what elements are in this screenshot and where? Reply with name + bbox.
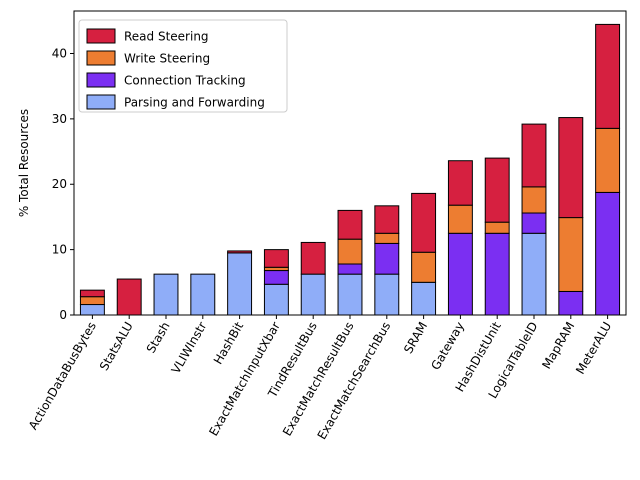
legend: Read Steering Write Steering Connection Tr… xyxy=(78,19,288,113)
bar-HashBit-read-steering xyxy=(227,250,253,254)
x-tick-label-StatsALU: StatsALU xyxy=(97,320,136,374)
bar-MapRAM-read-steering xyxy=(558,117,584,219)
bar-ExactMatchSearchBus-read-steering xyxy=(374,205,400,234)
bar-LogicalTableID-connection-tracking xyxy=(521,212,547,234)
legend-entry-parsing-and-forwarding: Parsing and Forwarding xyxy=(124,96,265,110)
bar-MapRAM-write-steering xyxy=(558,217,584,292)
bar-TindResultBus-parsing-and-forwarding xyxy=(300,273,326,316)
bar-ExactMatchInputXbar-read-steering xyxy=(263,249,289,268)
bar-Gateway-write-steering xyxy=(447,204,473,234)
x-tick-label-ActionDataBusBytes: ActionDataBusBytes xyxy=(26,320,99,433)
x-tick-label-ExactMatchInputXbar: ExactMatchInputXbar xyxy=(206,319,283,438)
bar-TindResultBus-read-steering xyxy=(300,241,326,275)
bar-LogicalTableID-write-steering xyxy=(521,186,547,214)
bar-ExactMatchResultBus-parsing-and-forwarding xyxy=(337,273,363,316)
bar-Gateway-connection-tracking xyxy=(447,232,473,316)
bar-Gateway-read-steering xyxy=(447,160,473,206)
y-axis-label: % Total Resources xyxy=(17,109,31,217)
x-tick-label-ExactMatchResultBus: ExactMatchResultBus xyxy=(280,320,357,439)
bar-MapRAM-connection-tracking xyxy=(558,290,584,316)
legend-entry-read-steering: Read Steering xyxy=(124,30,209,44)
x-tick-label-SRAM: SRAM xyxy=(401,320,430,356)
legend-entry-connection-tracking: Connection Tracking xyxy=(124,74,246,88)
legend-entry-write-steering: Write Steering xyxy=(124,52,210,66)
plot-area xyxy=(73,10,627,316)
y-tick-label: 0 xyxy=(59,308,67,322)
bar-Stash-parsing-and-forwarding xyxy=(153,273,179,316)
legend-swatch-connection-tracking xyxy=(86,72,116,88)
x-tick-label-HashBit: HashBit xyxy=(211,319,247,367)
bar-LogicalTableID-parsing-and-forwarding xyxy=(521,232,547,316)
bar-ExactMatchResultBus-write-steering xyxy=(337,238,363,265)
bar-ExactMatchInputXbar-connection-tracking xyxy=(263,270,289,285)
y-tick-label: 20 xyxy=(52,177,67,191)
legend-swatch-parsing-and-forwarding xyxy=(86,94,116,110)
bar-ExactMatchInputXbar-parsing-and-forwarding xyxy=(263,283,289,316)
x-tick-label-MapRAM: MapRAM xyxy=(539,320,577,372)
bar-StatsALU-read-steering xyxy=(116,278,142,316)
bar-ExactMatchResultBus-connection-tracking xyxy=(337,263,363,275)
bar-SRAM-parsing-and-forwarding xyxy=(411,281,437,316)
bar-SRAM-write-steering xyxy=(411,251,437,283)
bar-ExactMatchSearchBus-write-steering xyxy=(374,232,400,244)
bar-VLIWInstr-parsing-and-forwarding xyxy=(190,273,216,316)
x-tick-label-VLIWInstr: VLIWInstr xyxy=(169,319,210,376)
bar-ExactMatchSearchBus-connection-tracking xyxy=(374,242,400,275)
bar-HashDistUnit-write-steering xyxy=(484,221,510,234)
x-tick-label-ExactMatchSearchBus: ExactMatchSearchBus xyxy=(315,320,394,442)
y-tick-label: 10 xyxy=(52,243,67,257)
bar-MeterALU-connection-tracking xyxy=(595,191,621,316)
bar-ActionDataBusBytes-parsing-and-forwarding xyxy=(79,304,105,316)
bar-ExactMatchSearchBus-parsing-and-forwarding xyxy=(374,273,400,316)
bar-ActionDataBusBytes-read-steering xyxy=(79,289,105,298)
legend-swatch-write-steering xyxy=(86,50,116,66)
legend-swatch-read-steering xyxy=(86,28,116,44)
bar-HashBit-parsing-and-forwarding xyxy=(227,252,253,316)
x-tick-label-Gateway: Gateway xyxy=(428,320,467,373)
bar-MeterALU-write-steering xyxy=(595,127,621,193)
bar-ExactMatchResultBus-read-steering xyxy=(337,209,363,240)
bar-HashDistUnit-read-steering xyxy=(484,157,510,223)
bar-MeterALU-read-steering xyxy=(595,23,621,129)
x-tick-label-MeterALU: MeterALU xyxy=(573,320,614,377)
bar-HashDistUnit-connection-tracking xyxy=(484,232,510,316)
y-tick-label: 30 xyxy=(52,112,67,126)
legend-box xyxy=(78,19,288,113)
x-tick-label-Stash: Stash xyxy=(144,320,173,356)
bar-ActionDataBusBytes-write-steering xyxy=(79,296,105,306)
y-axis: 0 10 20 30 40 xyxy=(52,46,74,322)
bar-LogicalTableID-read-steering xyxy=(521,123,547,188)
bar-SRAM-read-steering xyxy=(411,192,437,253)
y-tick-label: 40 xyxy=(52,46,67,60)
